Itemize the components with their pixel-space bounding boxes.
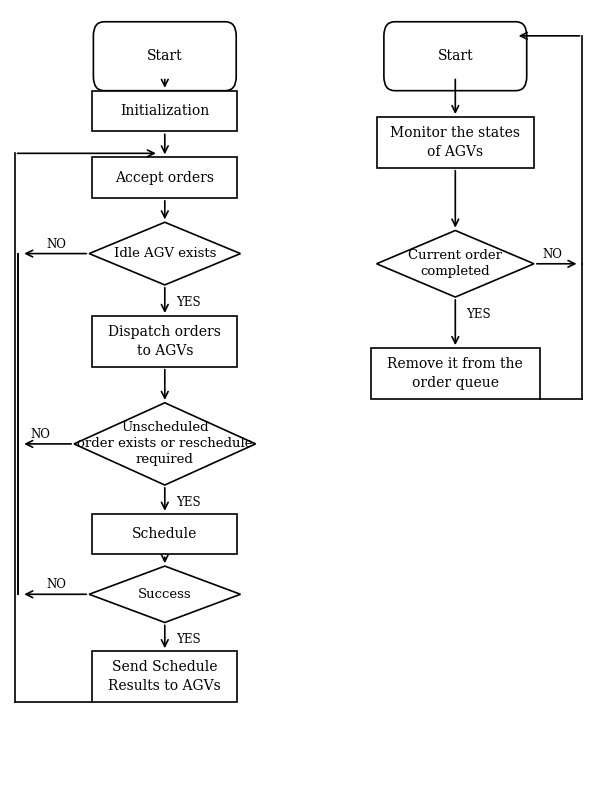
Text: YES: YES xyxy=(176,496,200,509)
Text: YES: YES xyxy=(466,308,491,321)
Polygon shape xyxy=(89,222,240,285)
Bar xyxy=(92,316,238,367)
FancyBboxPatch shape xyxy=(94,22,237,90)
Bar xyxy=(92,651,238,702)
Text: YES: YES xyxy=(176,296,200,309)
Text: Start: Start xyxy=(438,50,473,63)
Bar xyxy=(92,90,238,131)
Text: NO: NO xyxy=(31,428,50,441)
Bar xyxy=(92,513,238,554)
Text: Monitor the states
of AGVs: Monitor the states of AGVs xyxy=(390,127,520,159)
Polygon shape xyxy=(376,230,534,297)
Text: Send Schedule
Results to AGVs: Send Schedule Results to AGVs xyxy=(108,660,221,692)
Bar xyxy=(376,117,534,168)
Text: Remove it from the
order queue: Remove it from the order queue xyxy=(387,357,523,390)
Text: Dispatch orders
to AGVs: Dispatch orders to AGVs xyxy=(108,325,221,358)
Text: Unscheduled
order exists or reschedule
required: Unscheduled order exists or reschedule r… xyxy=(77,421,252,466)
Text: NO: NO xyxy=(46,237,66,251)
Polygon shape xyxy=(74,402,255,485)
Text: Success: Success xyxy=(138,588,192,601)
Bar xyxy=(370,348,540,399)
Text: Schedule: Schedule xyxy=(132,527,198,541)
Text: YES: YES xyxy=(176,634,200,646)
FancyBboxPatch shape xyxy=(384,22,527,90)
Polygon shape xyxy=(89,566,240,623)
Text: Idle AGV exists: Idle AGV exists xyxy=(114,247,216,260)
Bar xyxy=(92,157,238,198)
Text: Start: Start xyxy=(147,50,182,63)
Text: Accept orders: Accept orders xyxy=(116,171,214,185)
Text: Initialization: Initialization xyxy=(120,104,209,118)
Text: Current order
completed: Current order completed xyxy=(409,249,502,278)
Text: NO: NO xyxy=(542,248,562,261)
Text: NO: NO xyxy=(46,578,66,591)
